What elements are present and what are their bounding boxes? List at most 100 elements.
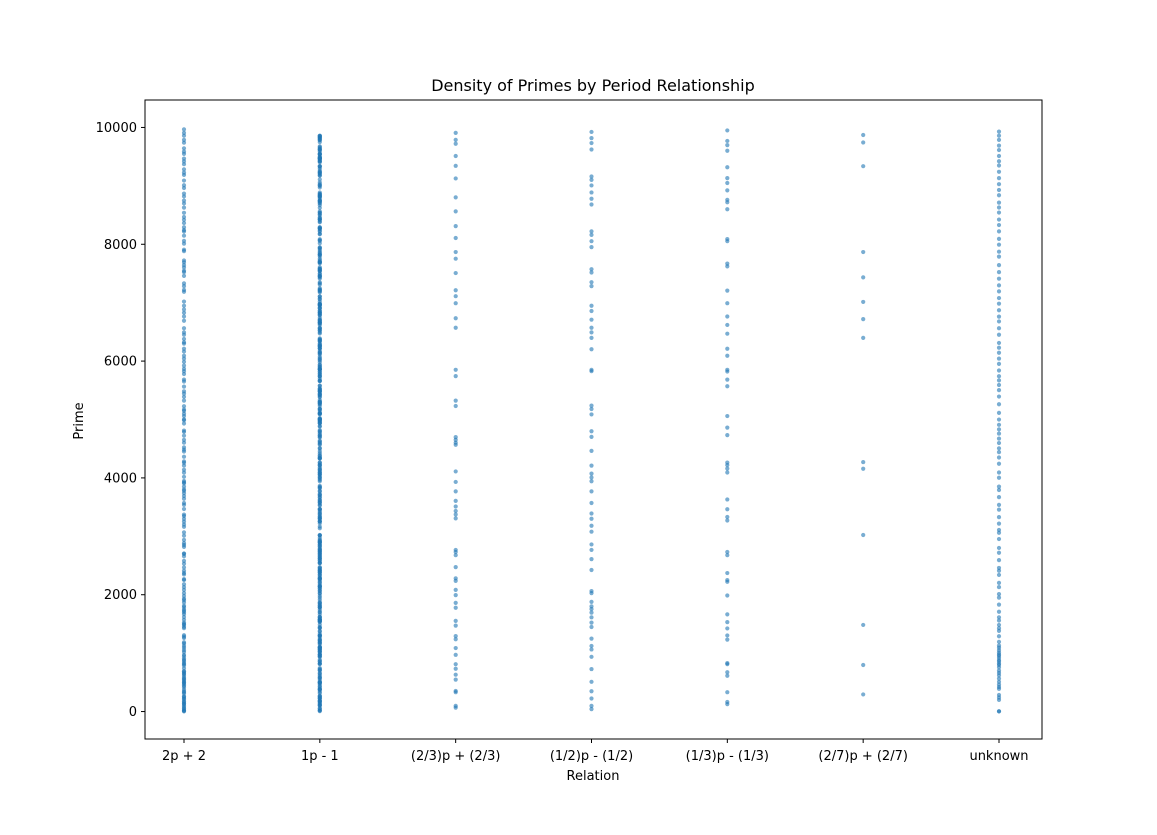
data-point: [589, 654, 594, 659]
data-point: [589, 303, 594, 308]
data-point: [317, 565, 322, 570]
data-point: [589, 707, 594, 712]
y-tick-label: 0: [129, 705, 137, 720]
data-point: [861, 132, 866, 138]
data-point: [589, 479, 594, 484]
data-point: [725, 690, 730, 695]
data-point: [453, 498, 458, 503]
data-point: [725, 413, 730, 419]
data-point: [996, 295, 1002, 301]
data-point: [181, 467, 187, 472]
data-point: [589, 367, 594, 373]
data-point: [589, 330, 594, 335]
data-point: [317, 416, 322, 421]
y-tick-label: 8000: [104, 238, 137, 253]
data-point: [996, 137, 1002, 142]
data-point: [996, 217, 1002, 222]
data-point: [589, 190, 594, 195]
data-point: [453, 666, 458, 671]
data-point: [317, 177, 322, 182]
data-point: [725, 197, 730, 202]
data-point: [453, 637, 458, 642]
data-point: [181, 398, 187, 403]
data-point: [996, 626, 1002, 631]
data-point: [725, 143, 730, 148]
data-point: [181, 512, 187, 517]
y-tick-label: 2000: [104, 588, 137, 603]
data-point: [181, 377, 187, 382]
data-point: [453, 294, 458, 299]
plot-frame: [144, 99, 1043, 740]
y-axis-label: Prime: [72, 402, 87, 439]
data-point: [589, 620, 594, 625]
data-point: [589, 196, 594, 201]
data-point: [725, 367, 730, 372]
data-point: [996, 263, 1002, 268]
data-point: [317, 428, 322, 433]
data-point: [589, 604, 594, 609]
data-point: [181, 137, 187, 142]
data-point: [181, 287, 187, 292]
data-point: [725, 637, 730, 642]
data-point: [996, 668, 1002, 673]
data-point: [589, 202, 594, 207]
data-point: [181, 170, 187, 175]
y-tick-label: 10000: [96, 121, 137, 136]
data-point: [996, 129, 1002, 134]
data-point: [453, 479, 458, 485]
data-point: [725, 353, 730, 358]
data-point: [996, 487, 1002, 493]
data-point: [725, 425, 730, 430]
x-tick-label: (2/7)p + (2/7): [818, 749, 908, 764]
data-point: [181, 210, 187, 215]
data-point: [453, 703, 458, 708]
data-point: [181, 577, 187, 582]
data-point: [453, 565, 458, 570]
data-point: [996, 584, 1002, 590]
data-point: [725, 377, 730, 382]
data-point: [181, 318, 187, 323]
data-point: [589, 140, 594, 146]
data-point: [181, 565, 187, 570]
data-point: [181, 281, 187, 286]
data-point: [317, 506, 322, 512]
data-point: [996, 340, 1002, 346]
x-tick-label: unknown: [969, 749, 1028, 764]
data-point: [453, 301, 458, 306]
x-axis: 2p + 2 1p - 1 (2/3)p + (2/3) (1/2)p - (1/2)…: [162, 739, 1029, 764]
data-point: [996, 602, 1002, 607]
data-point: [725, 612, 730, 617]
data-point: [317, 532, 322, 538]
data-point: [996, 270, 1002, 275]
data-point: [181, 156, 187, 161]
data-point: [589, 270, 594, 275]
data-point: [181, 299, 187, 304]
data-point: [453, 652, 458, 657]
data-point: [996, 249, 1002, 254]
data-point: [861, 275, 866, 280]
data-point: [453, 270, 458, 276]
data-point: [996, 461, 1002, 466]
data-point: [996, 326, 1002, 331]
data-point: [181, 404, 187, 409]
data-point: [996, 545, 1002, 551]
data-point: [996, 159, 1002, 164]
data-point: [453, 553, 458, 558]
data-point: [181, 359, 187, 364]
data-point: [317, 294, 322, 299]
data-point: [725, 507, 730, 512]
data-point: [589, 624, 594, 630]
data-point: [996, 550, 1002, 555]
data-point: [725, 138, 730, 144]
data-point: [453, 688, 458, 694]
data-point: [181, 506, 187, 512]
data-point: [181, 384, 187, 389]
data-point: [181, 533, 187, 538]
data-point: [589, 542, 594, 547]
data-point: [589, 429, 594, 434]
data-point: [453, 434, 458, 440]
data-point: [453, 398, 458, 403]
data-point: [996, 314, 1002, 319]
data-point: [996, 402, 1002, 407]
